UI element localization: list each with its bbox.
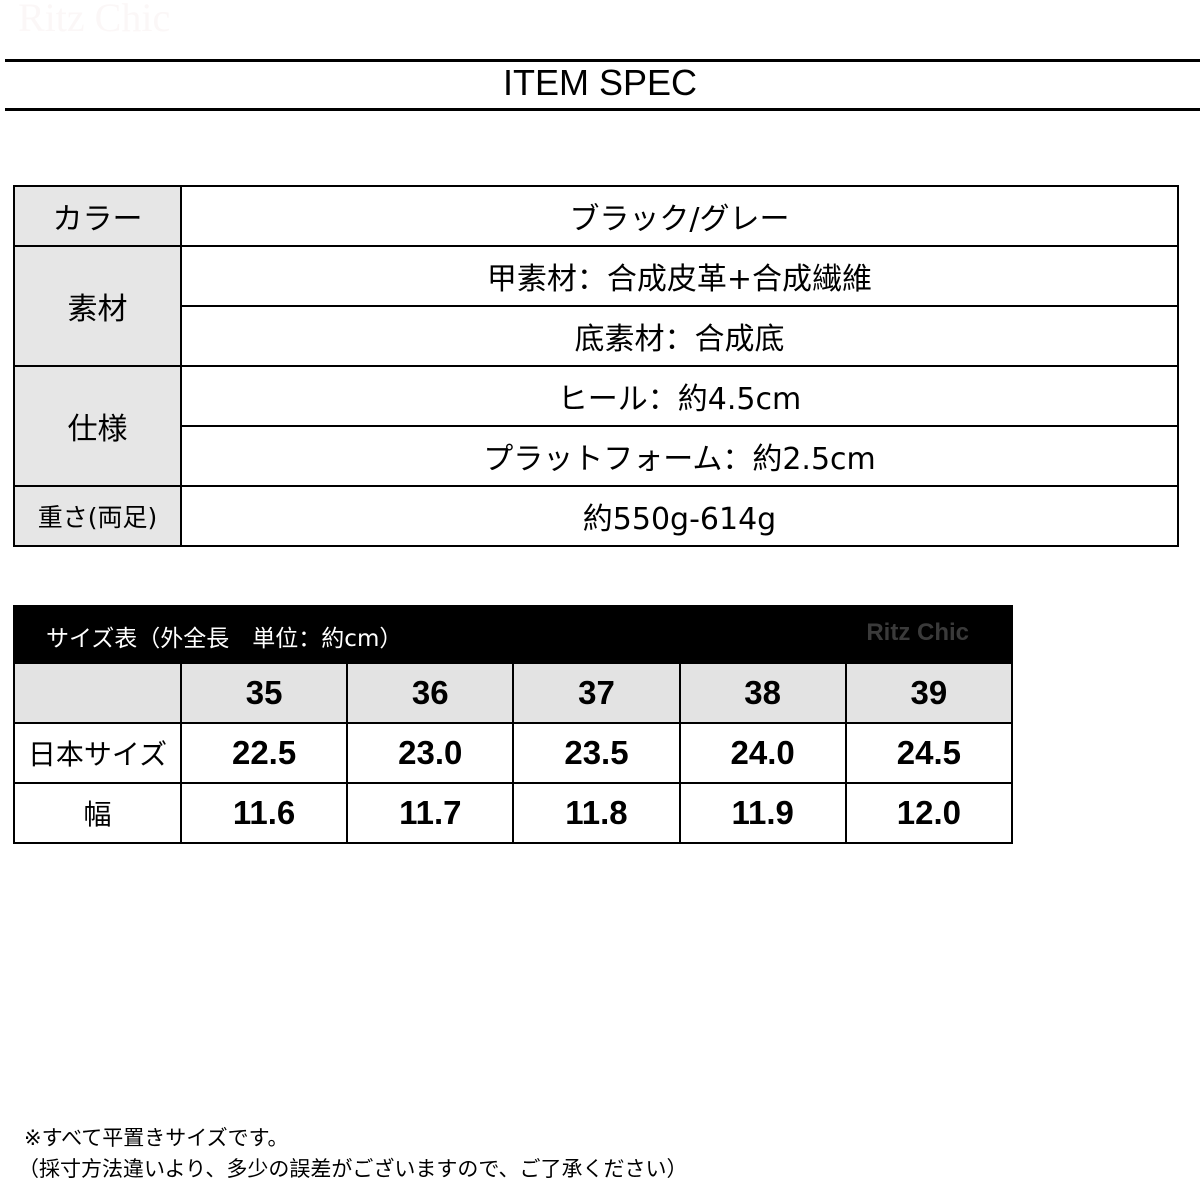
spec-table: カラー ブラック/グレー 素材 甲素材：合成皮革+合成繊維 底素材：合成底 仕様 ヒー… xyxy=(13,185,1179,547)
table-row: 仕様 ヒール：約4.5cm xyxy=(13,365,1179,487)
width-cell: 11.9 xyxy=(678,782,847,844)
divider xyxy=(5,59,1200,62)
width-label: 幅 xyxy=(13,782,182,844)
width-cell: 12.0 xyxy=(844,782,1014,844)
size-cell: 38 xyxy=(678,662,847,724)
spec-label: 仕様 xyxy=(13,365,182,487)
table-row: カラー ブラック/グレー xyxy=(13,185,1179,247)
jp-size-cell: 23.5 xyxy=(512,722,681,784)
color-value: ブラック/グレー xyxy=(180,185,1179,247)
width-cell: 11.8 xyxy=(512,782,681,844)
table-row: 素材 甲素材：合成皮革+合成繊維 xyxy=(13,245,1179,367)
material-upper: 甲素材：合成皮革+合成繊維 xyxy=(180,245,1179,307)
platform-value: プラットフォーム：約2.5cm xyxy=(180,425,1179,487)
heel-value: ヒール：約4.5cm xyxy=(180,365,1179,427)
size-table-header: サイズ表（外全長 単位：約cm） Ritz Chic xyxy=(13,605,1013,663)
size-table: 35 36 37 38 39 日本サイズ 22.5 23.0 23.5 24.0… xyxy=(13,662,1014,844)
jp-size-cell: 22.5 xyxy=(179,722,349,784)
note: ※すべて平置きサイズです。 xyxy=(24,1126,289,1150)
material-label: 素材 xyxy=(13,245,182,367)
table-row: プラットフォーム：約2.5cm xyxy=(14,425,1179,487)
divider xyxy=(5,108,1200,111)
jp-size-cell: 23.0 xyxy=(346,722,515,784)
size-cell: 37 xyxy=(512,662,681,724)
watermark: Ritz Chic xyxy=(18,0,171,40)
size-cell: 39 xyxy=(844,662,1014,724)
corner-cell xyxy=(13,662,182,724)
width-cell: 11.7 xyxy=(346,782,515,844)
jp-size-cell: 24.0 xyxy=(678,722,847,784)
color-label: カラー xyxy=(13,185,182,247)
size-table-caption: サイズ表（外全長 単位：約cm） xyxy=(46,626,403,652)
page-title: ITEM SPEC xyxy=(502,62,698,103)
jp-size-cell: 24.5 xyxy=(844,722,1014,784)
table-row: 幅 11.6 11.7 11.8 11.9 12.0 xyxy=(13,782,1014,844)
table-row: 35 36 37 38 39 xyxy=(13,662,1014,724)
material-sole: 底素材：合成底 xyxy=(180,305,1179,367)
jp-size-label: 日本サイズ xyxy=(13,722,182,784)
width-cell: 11.6 xyxy=(179,782,349,844)
size-cell: 36 xyxy=(346,662,515,724)
note: （採寸方法違いより、多少の誤差がございますので、ご了承ください） xyxy=(18,1157,688,1181)
weight-label: 重さ(両足) xyxy=(13,485,182,547)
table-row: 重さ(両足) 約550g-614g xyxy=(13,485,1179,547)
table-row: 日本サイズ 22.5 23.0 23.5 24.0 24.5 xyxy=(13,722,1014,784)
brand-logo: Ritz Chic xyxy=(866,619,969,646)
table-row: 底素材：合成底 xyxy=(14,305,1179,367)
size-cell: 35 xyxy=(179,662,349,724)
weight-value: 約550g-614g xyxy=(180,485,1179,547)
